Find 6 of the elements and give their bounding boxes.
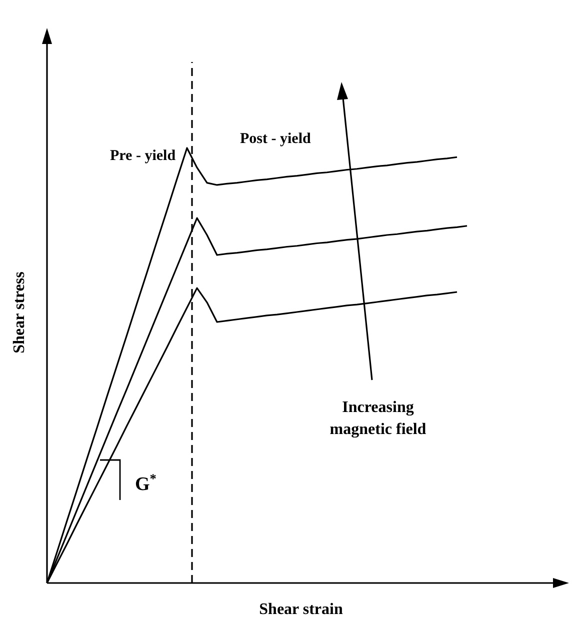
x-axis-title: Shear strain	[259, 601, 343, 618]
annotation: Pre - yield	[110, 148, 176, 164]
annotation: G$^{*}$	[135, 470, 157, 495]
y-axis-title: Shear stress	[11, 272, 28, 354]
text: Post - yield	[240, 131, 312, 147]
annotation: Increasing magnetic field	[330, 399, 426, 438]
